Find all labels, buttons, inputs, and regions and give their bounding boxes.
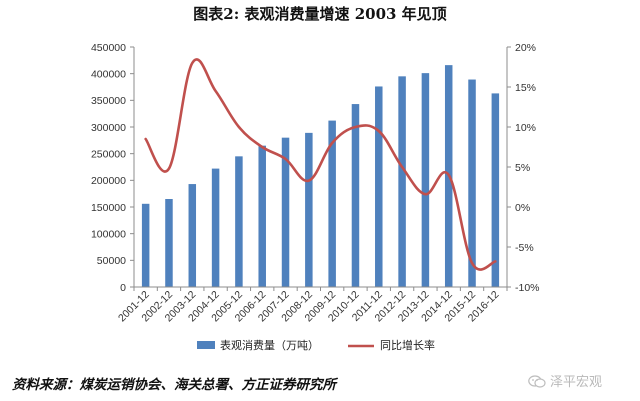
bar-2005-12: [235, 156, 243, 287]
bar-2016-12: [491, 93, 500, 288]
wechat-icon: [528, 375, 546, 388]
bar-2006-12: [258, 145, 266, 287]
bar-2009-12: [328, 120, 336, 287]
legend: 表观消费量（万吨） 同比增长率: [197, 338, 435, 352]
left-tick-label: 250000: [91, 148, 126, 160]
bar-2002-12: [165, 199, 173, 287]
bar-2011-12: [375, 86, 383, 287]
left-tick-label: 450000: [91, 42, 126, 54]
bar-series: [141, 65, 500, 288]
watermark: 泽平宏观: [528, 371, 602, 390]
bar-2012-12: [398, 76, 406, 287]
left-tick-label: 300000: [91, 122, 126, 134]
left-tick-label: 200000: [91, 175, 126, 187]
right-tick-label: 5%: [515, 162, 530, 174]
bar-2013-12: [421, 73, 430, 287]
bar-2004-12: [211, 168, 220, 287]
right-tick-label: 10%: [515, 122, 536, 134]
bar-2001-12: [141, 203, 150, 287]
left-tick-label: 150000: [91, 202, 126, 214]
legend-label-growth: 同比增长率: [380, 338, 435, 352]
legend-label-consumption: 表观消费量（万吨）: [220, 338, 319, 352]
legend-bar-swatch: [197, 341, 215, 349]
right-tick-label: -5%: [515, 242, 534, 254]
bar-2003-12: [188, 184, 197, 287]
source-note: 资料来源：煤炭运销协会、海关总署、方正证券研究所: [12, 377, 336, 393]
left-tick-label: 350000: [91, 95, 126, 107]
bar-2007-12: [281, 137, 290, 287]
x-axis: 2001-122002-122003-122004-122005-122006-…: [116, 286, 508, 324]
watermark-text: 泽平宏观: [550, 375, 603, 390]
right-tick-label: -10%: [515, 282, 540, 294]
left-tick-label: 50000: [97, 255, 126, 267]
growth-rate-line: [144, 58, 497, 271]
right-axis: -10% -5% 0% 5% 10% 15% 20%: [506, 42, 540, 294]
bar-2015-12: [468, 79, 476, 288]
line-series: [144, 58, 497, 271]
left-tick-label: 0: [120, 282, 126, 294]
right-tick-label: 15%: [515, 82, 536, 94]
left-tick-label: 100000: [91, 228, 126, 240]
left-tick-label: 400000: [91, 68, 126, 80]
right-tick-label: 0%: [515, 202, 530, 214]
chart-title: 图表2: 表观消费量增速 2003 年见顶: [193, 5, 447, 23]
bar-2010-12: [351, 104, 360, 287]
bar-2008-12: [305, 132, 313, 287]
left-axis: 0 50000 100000 150000 200000 250000 300000 3500…: [91, 42, 135, 294]
right-tick-label: 20%: [515, 42, 536, 54]
